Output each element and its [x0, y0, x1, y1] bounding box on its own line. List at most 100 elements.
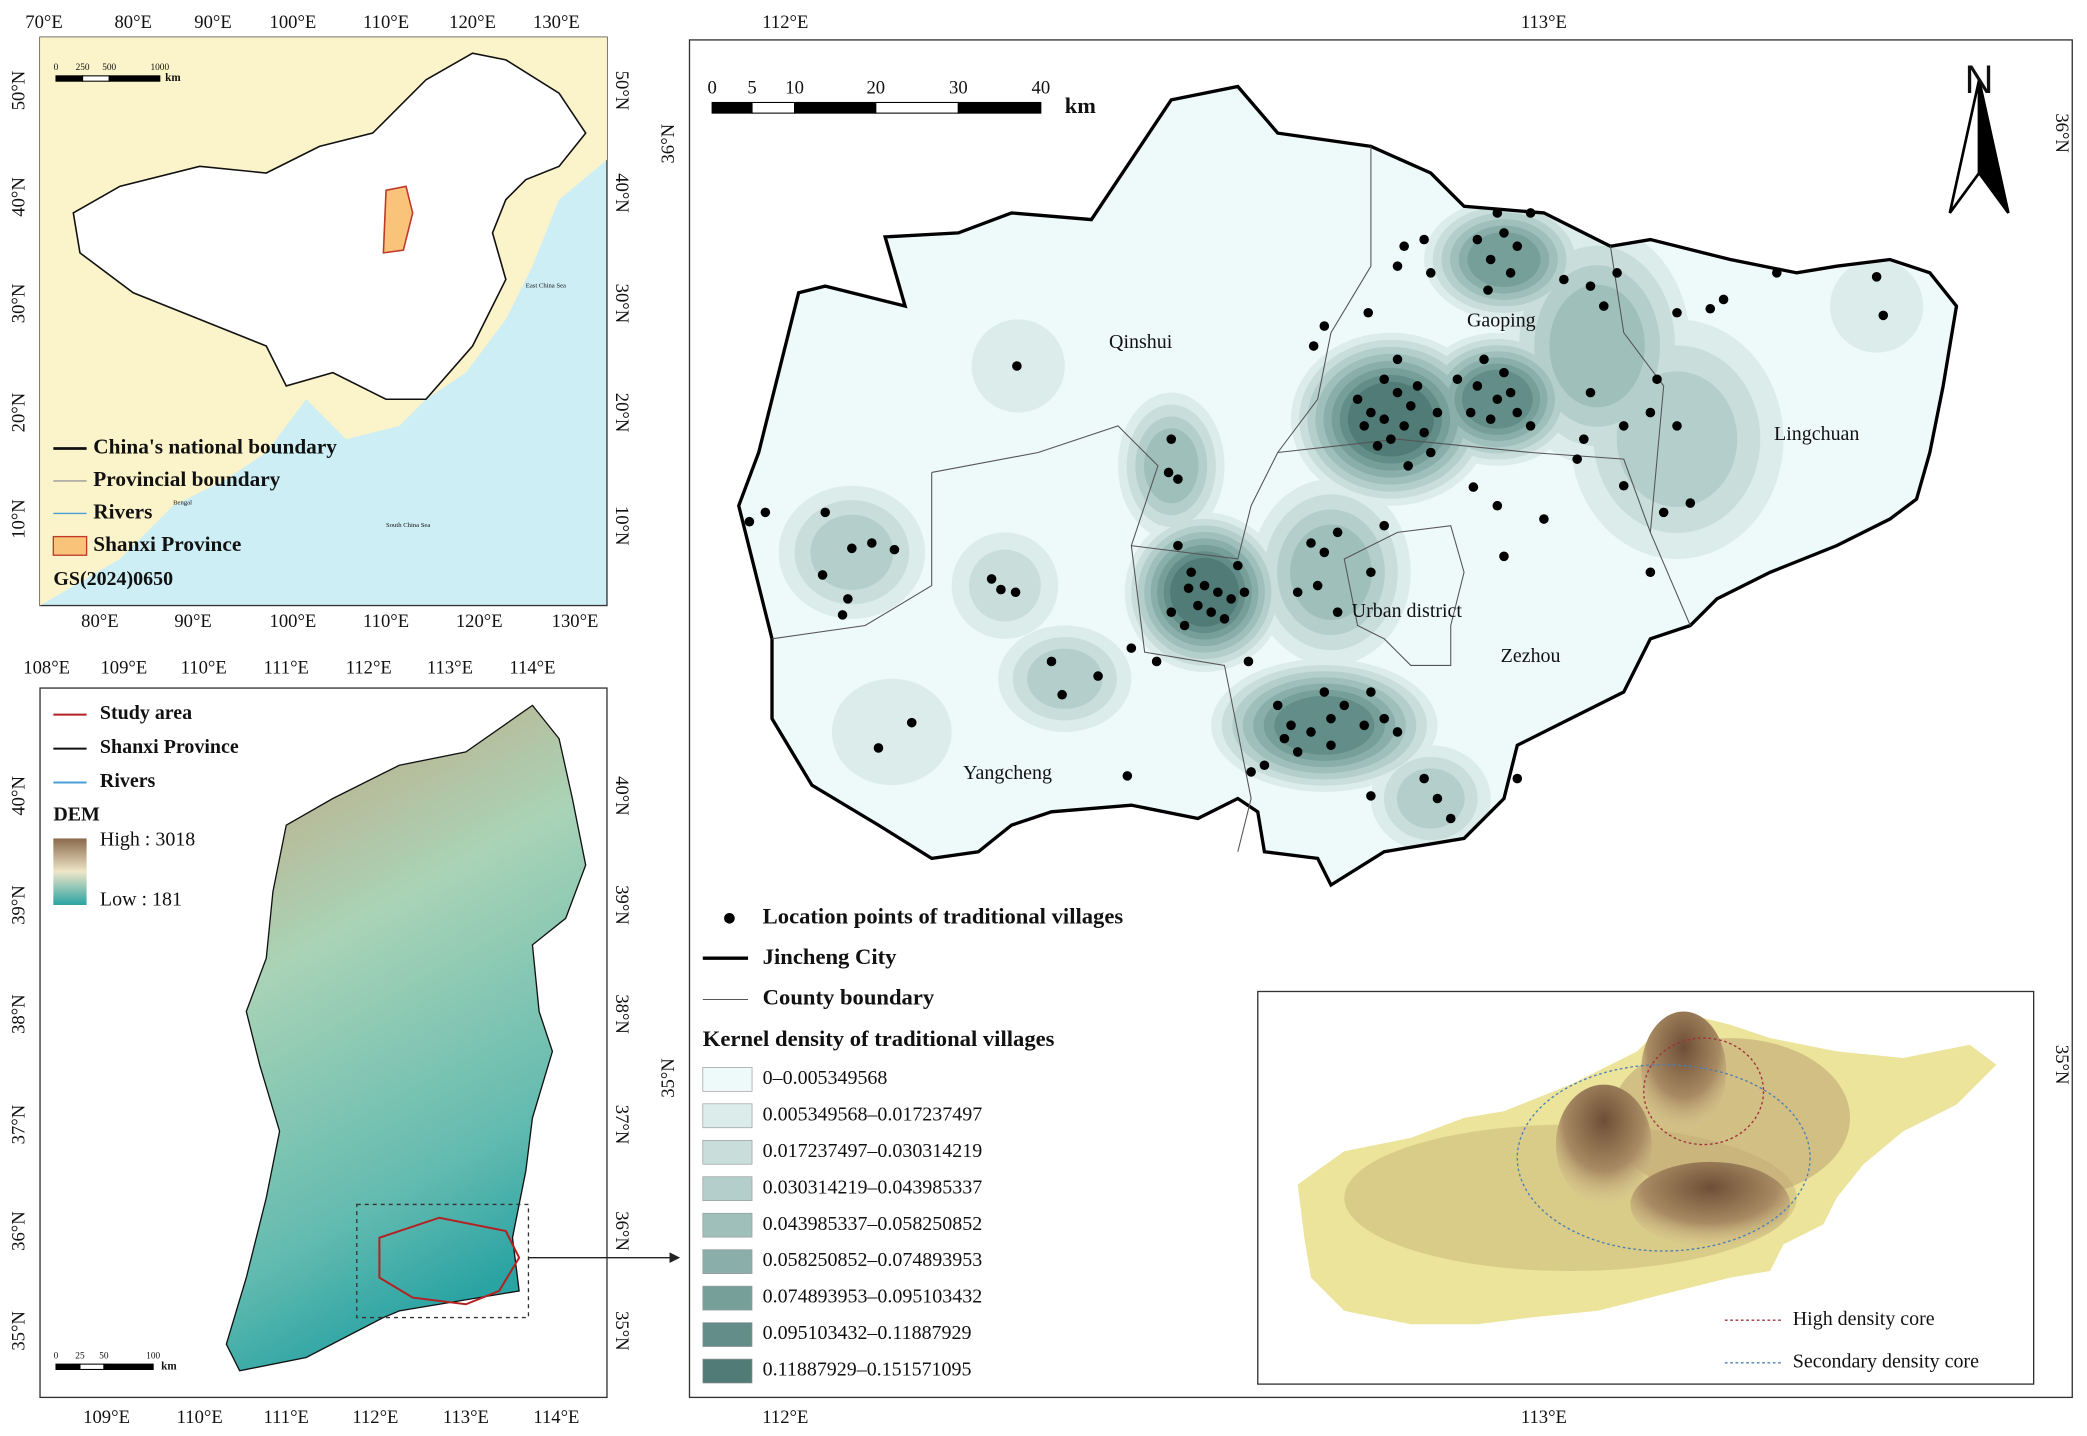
peak	[1641, 1011, 1727, 1132]
village-point	[1093, 671, 1103, 681]
village-point	[986, 574, 997, 584]
scale-bar	[875, 101, 959, 114]
scale-label: 30	[949, 77, 968, 98]
coord-label: 113°E	[1521, 12, 1567, 33]
village-point	[1312, 580, 1323, 591]
village-point	[1479, 354, 1489, 365]
scale-label: 250	[76, 63, 90, 73]
coord-label: 20°N	[611, 393, 632, 433]
legend-label: 0.11887929–0.151571095	[763, 1359, 972, 1381]
village-point	[1585, 281, 1596, 291]
village-point	[1366, 687, 1376, 697]
legend-label: 0.058250852–0.074893953	[763, 1249, 983, 1271]
village-point	[1658, 507, 1669, 518]
legend-label: 0.074893953–0.095103432	[763, 1286, 982, 1308]
legend-title: DEM	[53, 803, 100, 825]
village-point	[1332, 527, 1343, 538]
china-boundary	[72, 52, 587, 401]
coord-label: 111°E	[264, 1407, 309, 1428]
village-point	[744, 516, 755, 527]
village-point	[1308, 341, 1319, 351]
coord-label: 36°N	[658, 123, 679, 163]
scale-unit: km	[165, 72, 181, 84]
village-point	[1173, 540, 1183, 551]
village-point	[1392, 387, 1403, 398]
legend-label: Rivers	[93, 499, 152, 523]
village-point	[1403, 461, 1413, 471]
scale-bar	[55, 1363, 81, 1370]
village-point	[1772, 268, 1782, 278]
scale-bar	[55, 75, 84, 82]
village-point	[843, 594, 853, 604]
legend-label: Study area	[100, 702, 192, 724]
village-point	[1379, 520, 1389, 531]
density-class	[1467, 232, 1541, 287]
village-point	[1672, 307, 1682, 318]
village-point	[1492, 394, 1503, 405]
village-point	[1292, 587, 1303, 598]
scale-label: 40	[1032, 77, 1051, 98]
legend-label: 0.017237497–0.030314219	[763, 1140, 983, 1162]
village-point	[1286, 720, 1296, 731]
village-point	[1392, 354, 1403, 365]
coord-label: 70°E	[25, 12, 62, 33]
legend-label: High : 3018	[100, 829, 195, 851]
village-point	[1163, 467, 1174, 478]
village-point	[820, 507, 831, 518]
coord-label: 113°E	[427, 658, 473, 679]
village-point	[1483, 285, 1493, 295]
coord-label: 130°E	[552, 611, 599, 632]
village-point	[1239, 587, 1250, 598]
village-point	[1559, 274, 1569, 285]
village-point	[1319, 687, 1330, 697]
village-point	[1193, 600, 1203, 611]
village-point	[1179, 620, 1190, 631]
legend-label: Shanxi Province	[100, 736, 239, 758]
village-point	[847, 543, 857, 554]
village-point	[1166, 607, 1177, 617]
village-point	[837, 610, 848, 620]
coord-label: 110°E	[181, 658, 227, 679]
coord-label: 38°N	[8, 994, 29, 1034]
coord-label: 37°N	[611, 1105, 632, 1145]
village-point	[1878, 310, 1889, 321]
village-point	[1485, 254, 1496, 265]
village-point	[1226, 594, 1236, 604]
coord-label: 112°E	[352, 1407, 398, 1428]
village-point	[1539, 514, 1549, 524]
scale-label: 50	[99, 1351, 109, 1361]
density-class	[831, 678, 952, 786]
village-point	[996, 584, 1006, 595]
village-point	[1512, 407, 1523, 418]
coord-label: 30°N	[611, 284, 632, 324]
village-point	[1259, 760, 1270, 771]
legend-swatch	[702, 1067, 753, 1092]
density-class	[968, 549, 1041, 622]
county-boundary	[931, 146, 1372, 560]
density-class	[1396, 768, 1465, 829]
density-class	[1143, 428, 1199, 504]
north-arrow	[1977, 79, 2010, 214]
scale-bar	[82, 75, 110, 82]
village-point	[1233, 560, 1243, 571]
village-point	[1243, 656, 1254, 667]
coord-label: 10°N	[8, 499, 29, 539]
coord-label: 50°N	[611, 71, 632, 111]
village-point	[817, 570, 828, 580]
density-class	[1170, 557, 1239, 627]
legend-swatch	[702, 1322, 753, 1347]
village-point	[1871, 272, 1882, 282]
village-point	[760, 507, 771, 518]
scale-unit: km	[1065, 93, 1096, 118]
legend-swatch	[702, 1212, 753, 1238]
county-boundary	[1343, 525, 1465, 666]
village-point	[1572, 454, 1582, 464]
village-point	[1499, 228, 1509, 238]
coord-label: 108°E	[23, 658, 70, 679]
village-point	[867, 538, 877, 548]
village-point	[1379, 374, 1389, 385]
village-point	[1366, 407, 1376, 418]
legend-symbol	[724, 912, 735, 924]
scale-label: 0	[54, 1351, 59, 1361]
scale-unit: km	[161, 1360, 177, 1372]
